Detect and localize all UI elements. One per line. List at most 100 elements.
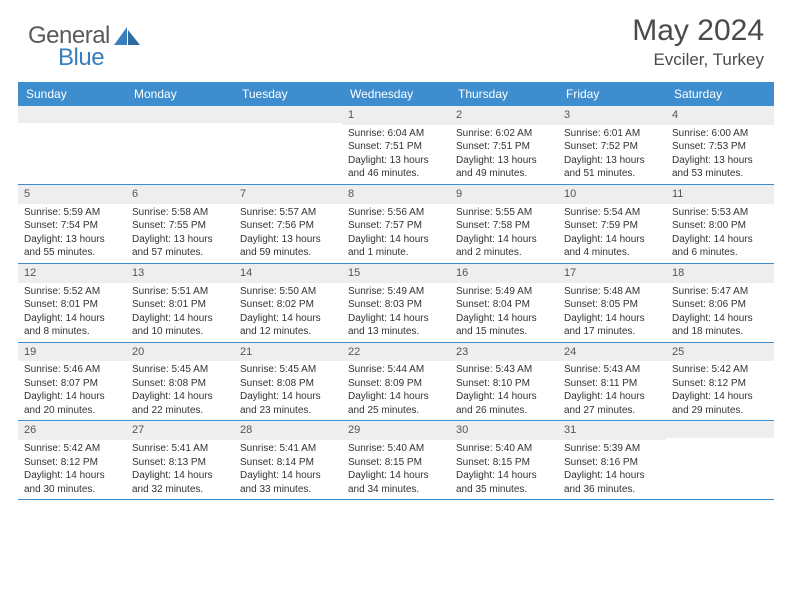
daylight-text: Daylight: 14 hours and 34 minutes. [348,469,444,496]
daylight-text: Daylight: 14 hours and 25 minutes. [348,390,444,417]
sunset-text: Sunset: 7:51 PM [456,140,552,154]
day-cell: 26Sunrise: 5:42 AMSunset: 8:12 PMDayligh… [18,421,126,499]
day-header: Friday [558,82,666,106]
sunset-text: Sunset: 8:11 PM [564,377,660,391]
day-number: 15 [342,264,450,283]
day-cell: 21Sunrise: 5:45 AMSunset: 8:08 PMDayligh… [234,343,342,421]
day-cell: 23Sunrise: 5:43 AMSunset: 8:10 PMDayligh… [450,343,558,421]
week-row: 5Sunrise: 5:59 AMSunset: 7:54 PMDaylight… [18,185,774,264]
month-title: May 2024 [632,14,764,48]
daylight-text: Daylight: 13 hours and 57 minutes. [132,233,228,260]
daylight-text: Daylight: 14 hours and 20 minutes. [24,390,120,417]
day-cell: 12Sunrise: 5:52 AMSunset: 8:01 PMDayligh… [18,264,126,342]
day-body: Sunrise: 5:48 AMSunset: 8:05 PMDaylight:… [558,283,666,342]
daylight-text: Daylight: 14 hours and 18 minutes. [672,312,768,339]
daylight-text: Daylight: 14 hours and 12 minutes. [240,312,336,339]
sunset-text: Sunset: 8:03 PM [348,298,444,312]
day-cell: 30Sunrise: 5:40 AMSunset: 8:15 PMDayligh… [450,421,558,499]
day-body: Sunrise: 5:49 AMSunset: 8:03 PMDaylight:… [342,283,450,342]
logo-word2: Blue [58,44,104,72]
daylight-text: Daylight: 14 hours and 22 minutes. [132,390,228,417]
sunset-text: Sunset: 7:54 PM [24,219,120,233]
day-number: 22 [342,343,450,362]
daylight-text: Daylight: 14 hours and 26 minutes. [456,390,552,417]
day-body: Sunrise: 5:44 AMSunset: 8:09 PMDaylight:… [342,361,450,420]
day-body [126,123,234,181]
daylight-text: Daylight: 14 hours and 13 minutes. [348,312,444,339]
day-body: Sunrise: 5:50 AMSunset: 8:02 PMDaylight:… [234,283,342,342]
day-cell: 28Sunrise: 5:41 AMSunset: 8:14 PMDayligh… [234,421,342,499]
daylight-text: Daylight: 14 hours and 6 minutes. [672,233,768,260]
day-cell: 16Sunrise: 5:49 AMSunset: 8:04 PMDayligh… [450,264,558,342]
day-body [234,123,342,181]
day-number: 20 [126,343,234,362]
sunset-text: Sunset: 8:12 PM [672,377,768,391]
day-cell: 2Sunrise: 6:02 AMSunset: 7:51 PMDaylight… [450,106,558,184]
sunset-text: Sunset: 8:04 PM [456,298,552,312]
daylight-text: Daylight: 14 hours and 35 minutes. [456,469,552,496]
day-header: Tuesday [234,82,342,106]
day-number: 11 [666,185,774,204]
sunset-text: Sunset: 7:55 PM [132,219,228,233]
header: General Blue May 2024 Evciler, Turkey [0,0,792,78]
day-number: 26 [18,421,126,440]
sunset-text: Sunset: 7:53 PM [672,140,768,154]
day-body: Sunrise: 5:45 AMSunset: 8:08 PMDaylight:… [126,361,234,420]
daylight-text: Daylight: 13 hours and 59 minutes. [240,233,336,260]
day-number: 7 [234,185,342,204]
day-cell: 11Sunrise: 5:53 AMSunset: 8:00 PMDayligh… [666,185,774,263]
sunrise-text: Sunrise: 5:48 AM [564,285,660,299]
day-body [666,438,774,496]
daylight-text: Daylight: 14 hours and 36 minutes. [564,469,660,496]
day-body: Sunrise: 6:04 AMSunset: 7:51 PMDaylight:… [342,125,450,184]
daylight-text: Daylight: 14 hours and 23 minutes. [240,390,336,417]
day-number: 4 [666,106,774,125]
day-body: Sunrise: 5:47 AMSunset: 8:06 PMDaylight:… [666,283,774,342]
day-cell: 5Sunrise: 5:59 AMSunset: 7:54 PMDaylight… [18,185,126,263]
sunrise-text: Sunrise: 6:01 AM [564,127,660,141]
day-header: Wednesday [342,82,450,106]
sunrise-text: Sunrise: 5:47 AM [672,285,768,299]
day-header: Saturday [666,82,774,106]
day-number [126,106,234,123]
sunrise-text: Sunrise: 5:55 AM [456,206,552,220]
sunset-text: Sunset: 8:00 PM [672,219,768,233]
day-cell: 8Sunrise: 5:56 AMSunset: 7:57 PMDaylight… [342,185,450,263]
day-number: 24 [558,343,666,362]
day-number: 23 [450,343,558,362]
day-body: Sunrise: 5:45 AMSunset: 8:08 PMDaylight:… [234,361,342,420]
sunrise-text: Sunrise: 6:04 AM [348,127,444,141]
day-cell: 31Sunrise: 5:39 AMSunset: 8:16 PMDayligh… [558,421,666,499]
day-number [234,106,342,123]
day-number: 12 [18,264,126,283]
day-number: 29 [342,421,450,440]
weeks-container: 1Sunrise: 6:04 AMSunset: 7:51 PMDaylight… [18,106,774,500]
day-body: Sunrise: 5:39 AMSunset: 8:16 PMDaylight:… [558,440,666,499]
sunset-text: Sunset: 8:06 PM [672,298,768,312]
week-row: 26Sunrise: 5:42 AMSunset: 8:12 PMDayligh… [18,421,774,500]
sunset-text: Sunset: 8:15 PM [348,456,444,470]
sunrise-text: Sunrise: 5:49 AM [456,285,552,299]
sunset-text: Sunset: 8:08 PM [240,377,336,391]
day-cell: 3Sunrise: 6:01 AMSunset: 7:52 PMDaylight… [558,106,666,184]
day-number: 10 [558,185,666,204]
day-header-row: Sunday Monday Tuesday Wednesday Thursday… [18,82,774,106]
day-number: 14 [234,264,342,283]
daylight-text: Daylight: 14 hours and 33 minutes. [240,469,336,496]
sunrise-text: Sunrise: 5:45 AM [132,363,228,377]
day-cell: 10Sunrise: 5:54 AMSunset: 7:59 PMDayligh… [558,185,666,263]
sunrise-text: Sunrise: 5:56 AM [348,206,444,220]
day-number: 31 [558,421,666,440]
day-body: Sunrise: 5:43 AMSunset: 8:10 PMDaylight:… [450,361,558,420]
day-cell: 29Sunrise: 5:40 AMSunset: 8:15 PMDayligh… [342,421,450,499]
day-body: Sunrise: 5:51 AMSunset: 8:01 PMDaylight:… [126,283,234,342]
day-body: Sunrise: 6:02 AMSunset: 7:51 PMDaylight:… [450,125,558,184]
day-cell: 17Sunrise: 5:48 AMSunset: 8:05 PMDayligh… [558,264,666,342]
day-body: Sunrise: 5:55 AMSunset: 7:58 PMDaylight:… [450,204,558,263]
day-header: Monday [126,82,234,106]
sunrise-text: Sunrise: 5:41 AM [132,442,228,456]
day-body: Sunrise: 5:49 AMSunset: 8:04 PMDaylight:… [450,283,558,342]
sunset-text: Sunset: 8:15 PM [456,456,552,470]
sunset-text: Sunset: 8:08 PM [132,377,228,391]
day-header: Thursday [450,82,558,106]
